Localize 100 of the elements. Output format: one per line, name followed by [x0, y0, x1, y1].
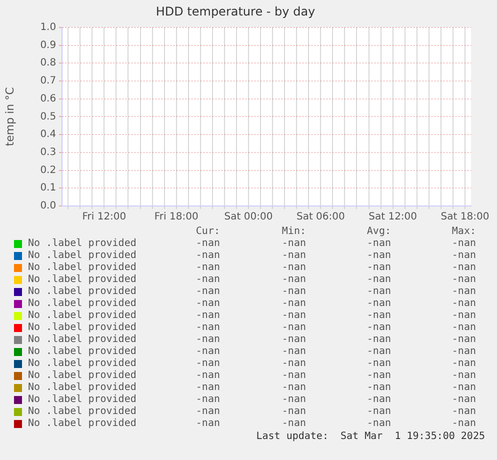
- text: -nan: [282, 274, 306, 285]
- text: -nan: [366, 358, 391, 369]
- text: -nan: [366, 418, 391, 429]
- text: -nan: [452, 238, 476, 249]
- text: -nan: [452, 370, 476, 381]
- legend-label: No .label provided: [28, 238, 136, 250]
- y-tick-label: 0.9: [40, 40, 56, 51]
- text: -nan: [196, 298, 220, 309]
- text: -nan: [196, 382, 220, 393]
- text: -nan: [366, 298, 391, 309]
- text: -nan: [366, 334, 391, 345]
- text: -nan: [452, 334, 476, 345]
- legend-label: No .label provided: [28, 274, 136, 286]
- text: Min:: [280, 226, 306, 238]
- text: -nan: [452, 322, 476, 333]
- text: -nan: [196, 418, 220, 429]
- y-tick-label: 0.5: [40, 111, 56, 122]
- text: -nan: [366, 238, 391, 249]
- text: -nan: [282, 238, 306, 249]
- text: -nan: [366, 262, 391, 273]
- text: -nan: [196, 310, 220, 321]
- text: -nan: [282, 334, 306, 345]
- legend-label: No .label provided: [28, 406, 136, 418]
- text: -nan: [366, 310, 391, 321]
- y-tick-label: 0.8: [40, 58, 56, 69]
- text: Max:: [450, 226, 476, 238]
- legend-label: No .label provided: [28, 262, 136, 274]
- text: -nan: [452, 250, 476, 261]
- legend-label: No .label provided: [28, 322, 136, 334]
- text: -nan: [282, 370, 306, 381]
- text: -nan: [282, 406, 306, 417]
- legend-label: No .label provided: [28, 382, 136, 394]
- legend-label: No .label provided: [28, 370, 136, 382]
- text: -nan: [452, 418, 476, 429]
- legend-label: No .label provided: [28, 298, 136, 310]
- y-tick-label: 0.2: [40, 164, 56, 176]
- legend-label: No .label provided: [28, 418, 136, 430]
- text: -nan: [366, 274, 391, 285]
- legend-label: No .label provided: [28, 310, 136, 322]
- text: -nan: [366, 250, 391, 261]
- text: -nan: [282, 286, 306, 297]
- legend-label: No .label provided: [28, 250, 136, 262]
- x-tick-label: Sat 06:00: [296, 212, 345, 223]
- text: -nan: [196, 250, 220, 261]
- legend-label: No .label provided: [28, 394, 136, 406]
- text: -nan: [452, 406, 476, 417]
- text: -nan: [196, 262, 220, 273]
- text: -nan: [452, 346, 476, 357]
- y-tick-label: 0.1: [40, 182, 56, 194]
- text: -nan: [282, 322, 306, 333]
- text: -nan: [196, 274, 220, 285]
- text: -nan: [452, 286, 476, 297]
- x-tick-label: Sat 00:00: [224, 212, 273, 223]
- text: -nan: [452, 298, 476, 309]
- text: -nan: [196, 406, 220, 417]
- y-axis-title: temp in °C: [3, 86, 16, 146]
- text: -nan: [366, 394, 391, 405]
- text: Cur:: [194, 226, 220, 238]
- text: -nan: [282, 358, 306, 369]
- legend-label: No .label provided: [28, 286, 136, 298]
- text: -nan: [282, 262, 306, 273]
- text: Last update: Sat Mar 1 19:35:00 2025: [256, 431, 485, 442]
- y-tick-label: 0.4: [40, 129, 56, 140]
- text: -nan: [366, 286, 391, 297]
- y-tick-label: 0.3: [40, 147, 56, 158]
- text: -nan: [282, 250, 306, 261]
- text: -nan: [452, 394, 476, 405]
- text: -nan: [194, 238, 220, 250]
- legend-label: No .label provided: [28, 334, 136, 346]
- legend-label: No .label provided: [28, 346, 136, 358]
- x-tick-label: Sat 12:00: [368, 212, 418, 223]
- text: -nan: [196, 322, 220, 333]
- y-tick-label: 0.6: [40, 93, 56, 104]
- text: -nan: [196, 286, 220, 297]
- text: -nan: [196, 394, 220, 405]
- text: -nan: [196, 370, 220, 381]
- x-tick-label: Fri 18:00: [154, 212, 198, 223]
- text: -nan: [452, 310, 476, 321]
- chart-title: HDD temperature - by day: [156, 4, 316, 18]
- text: -nan: [196, 358, 220, 369]
- text: -nan: [366, 370, 391, 381]
- text: -nan: [366, 346, 391, 357]
- text: Avg:: [366, 226, 391, 238]
- text: -nan: [366, 406, 391, 417]
- text: -nan: [282, 310, 306, 321]
- text: -nan: [452, 274, 476, 285]
- text: -nan: [282, 418, 306, 429]
- text: -nan: [366, 322, 391, 333]
- x-tick-label: Fri 12:00: [82, 212, 126, 223]
- text: -nan: [366, 382, 391, 393]
- text: -nan: [452, 382, 476, 393]
- text: -nan: [282, 298, 306, 309]
- legend-label: No .label provided: [28, 358, 136, 370]
- text: -nan: [282, 394, 306, 405]
- y-tick-label: 1.0: [40, 22, 56, 33]
- text: -nan: [282, 346, 306, 357]
- text: -nan: [282, 382, 306, 393]
- x-tick-label: Sat 18:00: [440, 212, 490, 223]
- text: -nan: [452, 262, 476, 273]
- text: -nan: [196, 346, 220, 357]
